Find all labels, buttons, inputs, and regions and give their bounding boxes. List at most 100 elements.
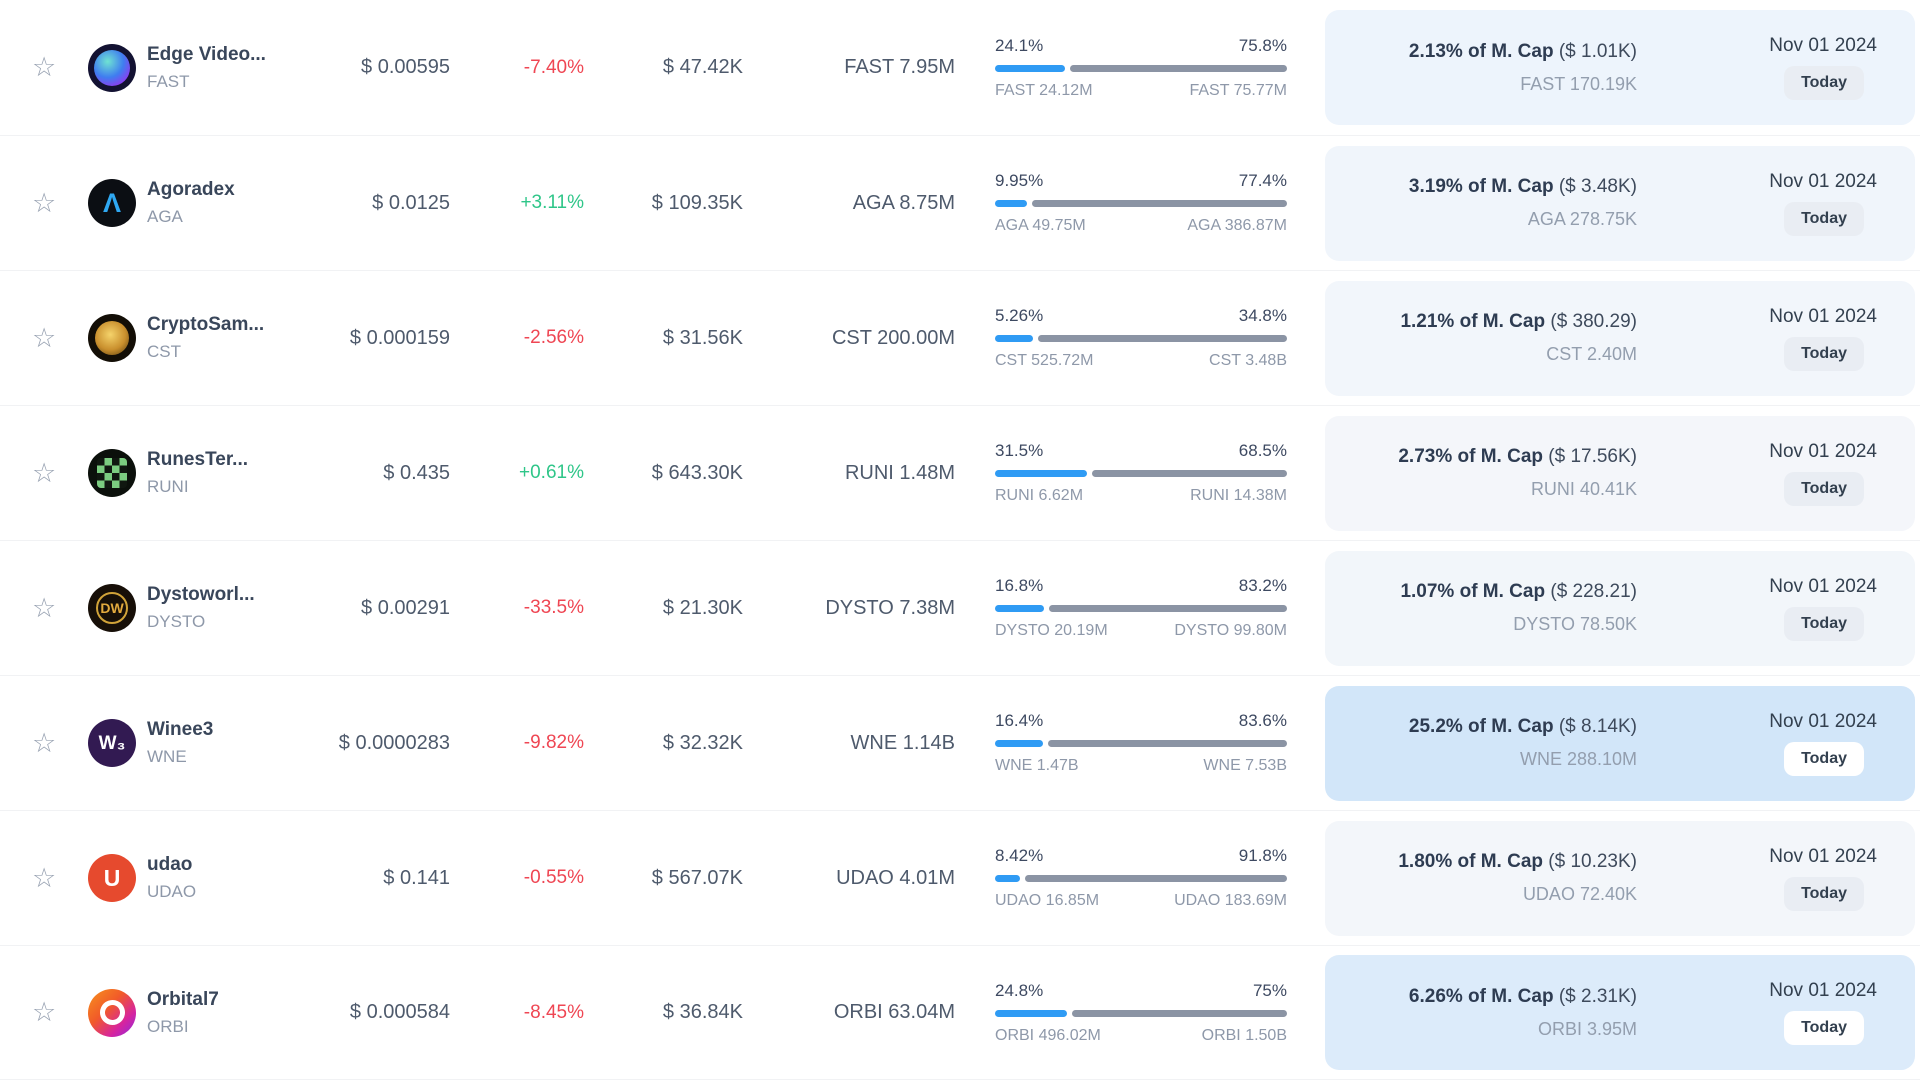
market-cap-percent: 1.80% of M. Cap <box>1398 851 1543 872</box>
market-cap-amount: RUNI 40.41K <box>1530 479 1637 499</box>
coin-row[interactable]: ☆ RunesTer... RUNI $ 0.435 +0.61% $ 643.… <box>0 405 1920 540</box>
holdings-value: $ 32.32K <box>662 731 743 754</box>
coin-logo: DW <box>88 584 136 632</box>
price-value: $ 0.000159 <box>349 326 450 349</box>
coin-name-cell[interactable]: Orbital7 ORBI <box>147 989 302 1037</box>
favorite-star-icon[interactable]: ☆ <box>32 997 57 1027</box>
coin-name-cell[interactable]: Dystoworl... DYSTO <box>147 584 302 632</box>
market-cap-block: 2.13% of M. Cap ($ 1.01K) FAST 170.19K <box>1325 41 1637 95</box>
coin-logo-art <box>95 321 129 355</box>
holdings-value: $ 643.30K <box>651 461 743 484</box>
distribution-bar-block: 16.4% 83.6% WNE 1.47B WNE 7.53B <box>995 711 1287 775</box>
price-value: $ 0.0000283 <box>338 731 450 754</box>
coin-logo <box>88 988 136 1037</box>
distribution-bar <box>995 470 1287 477</box>
favorite-star-icon[interactable]: ☆ <box>32 862 57 893</box>
coin-row[interactable]: ☆ DW Dystoworl... DYSTO $ 0.00291 -33.5%… <box>0 540 1920 675</box>
market-cap-panel: 25.2% of M. Cap ($ 8.14K) WNE 288.10M No… <box>1325 685 1915 801</box>
date-label: Nov 01 2024 <box>1769 305 1877 327</box>
coin-row[interactable]: ☆ U udao UDAO $ 0.141 -0.55% $ 567.07K U… <box>0 810 1920 945</box>
coin-name[interactable]: Agoradex <box>147 179 235 200</box>
favorite-star-icon[interactable]: ☆ <box>32 322 57 353</box>
market-cap-panel: 1.21% of M. Cap ($ 380.29) CST 2.40M Nov… <box>1325 280 1915 396</box>
distribution-left-label: RUNI 6.62M <box>995 487 1084 504</box>
favorite-star-icon[interactable]: ☆ <box>32 52 57 82</box>
coin-name-cell[interactable]: Agoradex AGA <box>147 179 302 227</box>
market-cap-block: 6.26% of M. Cap ($ 2.31K) ORBI 3.95M <box>1325 986 1637 1040</box>
change-24h: -33.5% <box>523 597 584 618</box>
favorite-star-icon[interactable]: ☆ <box>32 592 57 623</box>
distribution-bar-block: 24.1% 75.8% FAST 24.12M FAST 75.77M <box>995 36 1287 100</box>
today-badge[interactable]: Today <box>1784 606 1864 641</box>
coin-row[interactable]: ☆ W₃ Winee3 WNE $ 0.0000283 -9.82% $ 32.… <box>0 675 1920 810</box>
coin-logo-glyph: Λ <box>102 187 121 218</box>
coin-name[interactable]: Orbital7 <box>147 988 219 1010</box>
market-cap-amount: FAST 170.19K <box>1520 73 1637 94</box>
holdings-value: $ 21.30K <box>662 596 743 619</box>
market-cap-amount: ORBI 3.95M <box>1537 1018 1637 1039</box>
distribution-left-label: AGA 49.75M <box>995 217 1086 234</box>
coin-name-cell[interactable]: Winee3 WNE <box>147 719 302 767</box>
today-badge[interactable]: Today <box>1784 201 1864 236</box>
today-badge[interactable]: Today <box>1784 1011 1864 1045</box>
holdings-value: $ 47.42K <box>662 56 743 78</box>
distribution-bar-rest <box>1037 335 1287 342</box>
distribution-bar-block: 24.8% 75% ORBI 496.02M ORBI 1.50B <box>995 981 1287 1045</box>
distribution-left-label: UDAO 16.85M <box>995 892 1100 909</box>
distribution-right-percent: 77.4% <box>1238 171 1287 190</box>
distribution-bar <box>995 64 1287 72</box>
today-badge[interactable]: Today <box>1784 876 1864 911</box>
coin-name[interactable]: RunesTer... <box>147 449 249 470</box>
today-badge[interactable]: Today <box>1784 471 1864 506</box>
market-cap-percent: 6.26% of M. Cap <box>1408 985 1554 1007</box>
today-badge[interactable]: Today <box>1784 741 1864 776</box>
coin-row[interactable]: ☆ Λ Agoradex AGA $ 0.0125 +3.11% $ 109.3… <box>0 135 1920 270</box>
coin-name[interactable]: udao <box>147 854 193 875</box>
coin-name[interactable]: Dystoworl... <box>147 584 255 605</box>
coin-logo: U <box>88 854 136 902</box>
distribution-left-label: FAST 24.12M <box>995 81 1093 99</box>
distribution-bar <box>995 740 1287 747</box>
market-cap-amount: UDAO 72.40K <box>1522 884 1637 904</box>
coin-row[interactable]: ☆ CryptoSam... CST $ 0.000159 -2.56% $ 3… <box>0 270 1920 405</box>
market-cap-percent: 2.73% of M. Cap <box>1398 446 1543 467</box>
market-cap-block: 1.07% of M. Cap ($ 228.21) DYSTO 78.50K <box>1325 581 1637 635</box>
favorite-star-icon[interactable]: ☆ <box>32 187 57 218</box>
distribution-bar-block: 9.95% 77.4% AGA 49.75M AGA 386.87M <box>995 171 1287 235</box>
distribution-bar-filled <box>995 875 1020 882</box>
date-block: Nov 01 2024 Today <box>1769 576 1877 641</box>
favorite-star-icon[interactable]: ☆ <box>32 727 57 758</box>
distribution-bar <box>995 605 1287 612</box>
date-block: Nov 01 2024 Today <box>1769 35 1877 100</box>
coin-name[interactable]: Edge Video... <box>147 43 266 65</box>
distribution-right-percent: 91.8% <box>1238 846 1287 865</box>
distribution-right-label: WNE 7.53B <box>1203 757 1287 774</box>
today-badge[interactable]: Today <box>1784 66 1864 100</box>
market-cap-amount: WNE 288.10M <box>1519 749 1637 769</box>
coin-name[interactable]: CryptoSam... <box>147 314 265 335</box>
coin-name-cell[interactable]: RunesTer... RUNI <box>147 449 302 497</box>
market-cap-panel: 1.80% of M. Cap ($ 10.23K) UDAO 72.40K N… <box>1325 820 1915 936</box>
date-block: Nov 01 2024 Today <box>1769 846 1877 911</box>
coin-row[interactable]: ☆ Edge Video... FAST $ 0.00595 -7.40% $ … <box>0 0 1920 135</box>
coin-name-cell[interactable]: CryptoSam... CST <box>147 314 302 362</box>
coin-ticker: DYSTO <box>147 612 206 631</box>
market-cap-percent: 1.21% of M. Cap <box>1400 311 1546 332</box>
today-badge[interactable]: Today <box>1784 336 1864 371</box>
distribution-right-label: CST 3.48B <box>1209 352 1287 369</box>
coin-name-cell[interactable]: udao UDAO <box>147 854 302 902</box>
distribution-left-percent: 8.42% <box>995 846 1044 865</box>
change-24h: +0.61% <box>519 462 584 483</box>
price-value: $ 0.00291 <box>361 596 450 619</box>
favorite-star-icon[interactable]: ☆ <box>32 457 57 488</box>
coin-logo <box>88 43 136 92</box>
supply-amount: CST 200.00M <box>831 326 955 349</box>
market-cap-percent: 25.2% of M. Cap <box>1408 716 1554 737</box>
distribution-bar <box>995 200 1287 207</box>
market-cap-panel: 2.13% of M. Cap ($ 1.01K) FAST 170.19K N… <box>1325 10 1915 125</box>
coin-logo-glyph: W₃ <box>98 732 126 754</box>
coin-name[interactable]: Winee3 <box>147 719 214 740</box>
coin-row[interactable]: ☆ Orbital7 ORBI $ 0.000584 -8.45% $ 36.8… <box>0 945 1920 1080</box>
coin-name-cell[interactable]: Edge Video... FAST <box>147 44 302 92</box>
coin-logo-art <box>96 592 128 624</box>
